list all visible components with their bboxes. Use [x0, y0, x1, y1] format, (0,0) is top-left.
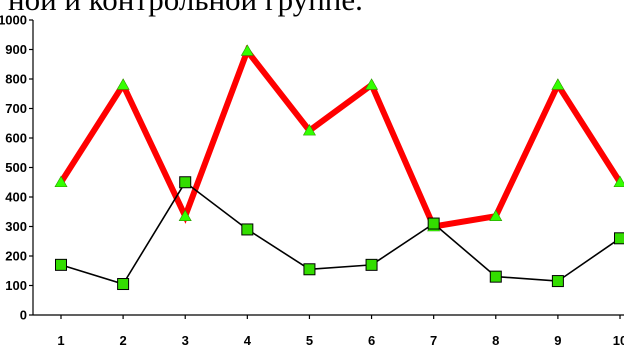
- x-tick-label: 8: [492, 333, 499, 347]
- y-tick-label: 700: [5, 101, 27, 116]
- series-2-point: [303, 263, 316, 276]
- series-2-point: [117, 278, 130, 291]
- series-1-line: [58, 44, 623, 230]
- series-1-point: [489, 209, 503, 221]
- series-1-point: [116, 78, 130, 90]
- series-1-point: [365, 78, 379, 90]
- chart-caption-text: ной и контрольной группе.: [0, 0, 363, 17]
- series-2-point: [551, 275, 564, 288]
- series-1-point: [54, 175, 68, 188]
- x-tick-label: 6: [368, 333, 375, 347]
- x-tick-label: 10: [613, 333, 624, 347]
- y-tick-label: 300: [5, 219, 27, 234]
- series-2-point: [489, 270, 502, 283]
- y-tick-label: 400: [5, 190, 27, 205]
- x-tick-label: 7: [430, 333, 437, 347]
- axes: [29, 19, 624, 319]
- series-2-line: [60, 181, 621, 285]
- x-tick-label: 3: [182, 333, 189, 347]
- series-2-point: [427, 217, 440, 230]
- y-tick-label: 0: [20, 308, 27, 323]
- markers: [54, 44, 624, 291]
- x-tick-label: 9: [554, 333, 561, 347]
- x-tick-label: 2: [119, 333, 126, 347]
- chart-caption-cut: ной и контрольной группе.: [0, 0, 624, 19]
- series-1-point: [551, 78, 565, 90]
- y-tick-label: 100: [5, 278, 27, 293]
- y-tick-label: 500: [5, 160, 27, 175]
- series-2-point: [55, 258, 67, 271]
- series-1-point: [178, 209, 192, 221]
- x-tick-label: 1: [57, 333, 64, 347]
- y-tick-label: 900: [5, 42, 27, 57]
- series-1-point: [613, 175, 624, 188]
- series-1-point: [302, 124, 316, 136]
- x-tick-label: 4: [244, 333, 252, 347]
- series-2-point: [179, 176, 192, 189]
- series-2-point: [241, 223, 254, 236]
- y-tick-label: 600: [5, 131, 27, 146]
- tick-labels: 0 100 200 300 400 500 600 700 800 900 1000 1 2 3 4 5 6 7 8…: [0, 13, 624, 347]
- x-tick-label: 5: [306, 333, 313, 347]
- series-2-point: [614, 232, 624, 245]
- y-tick-label: 200: [5, 249, 27, 264]
- series-2-point: [365, 258, 378, 271]
- y-tick-label: 800: [5, 72, 27, 87]
- series: [58, 44, 623, 285]
- series-1-point: [240, 44, 254, 56]
- y-tick-label: 1000: [0, 13, 27, 28]
